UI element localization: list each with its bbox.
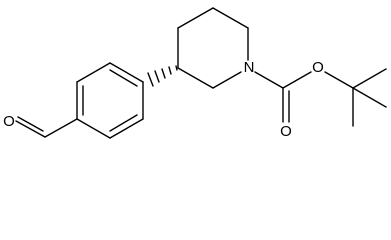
hash <box>168 66 172 75</box>
bond <box>109 118 144 139</box>
bond <box>76 62 111 83</box>
bond <box>17 116 44 132</box>
bond <box>212 7 249 29</box>
bond <box>109 114 138 132</box>
atom-label: O <box>3 113 15 130</box>
bond <box>254 71 284 89</box>
atom-label: O <box>280 123 292 140</box>
hash <box>147 72 154 87</box>
bond <box>352 87 387 108</box>
bond <box>324 71 354 89</box>
hash <box>175 65 178 71</box>
bond <box>177 7 214 29</box>
bond <box>15 120 46 138</box>
bond <box>109 62 144 83</box>
bond <box>76 118 111 139</box>
bond <box>177 67 214 89</box>
hash <box>161 68 166 79</box>
atom-label: O <box>312 59 324 76</box>
hash <box>154 70 160 83</box>
bond <box>352 68 387 89</box>
bond <box>109 69 138 87</box>
bond <box>212 71 242 89</box>
hashed-wedge <box>147 65 178 87</box>
atom-label: N <box>244 59 255 76</box>
bond <box>282 71 312 89</box>
molecule-diagram: O N O O <box>3 7 387 140</box>
bond <box>44 118 78 138</box>
bonds <box>15 7 387 139</box>
